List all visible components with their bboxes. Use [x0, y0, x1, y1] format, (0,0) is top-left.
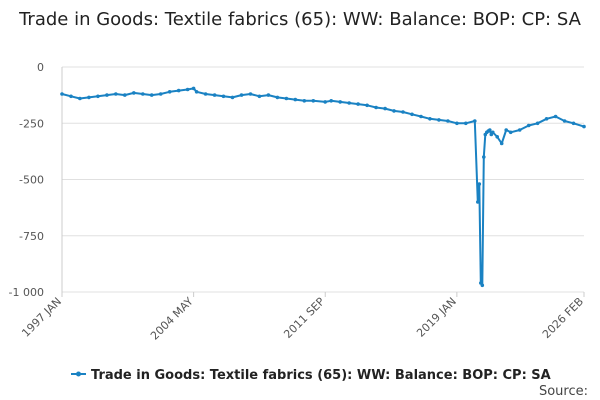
data-point	[338, 100, 343, 104]
data-point	[167, 90, 172, 94]
data-point	[499, 141, 504, 146]
data-point	[323, 100, 328, 104]
data-point	[266, 93, 271, 97]
y-tick-label: -500	[19, 174, 44, 187]
data-point	[419, 114, 423, 119]
data-point	[176, 88, 181, 93]
data-point	[480, 283, 485, 288]
data-point	[504, 128, 509, 132]
chart-title: Trade in Goods: Textile fabrics (65): WW…	[19, 9, 581, 30]
data-point	[221, 94, 226, 99]
data-point	[191, 86, 196, 91]
data-point	[212, 93, 217, 97]
data-point	[239, 93, 244, 97]
data-point	[105, 93, 109, 97]
data-point	[562, 119, 567, 123]
data-point	[257, 94, 262, 99]
data-point	[248, 92, 253, 96]
data-point	[476, 200, 480, 204]
x-tick-label: 2004 MAY	[148, 295, 196, 343]
x-tick-label: 2026 FEB	[540, 295, 586, 341]
source-label: Source:	[539, 384, 588, 399]
data-point	[553, 114, 558, 119]
grid-layer	[62, 66, 584, 293]
data-point	[392, 109, 396, 113]
data-point	[123, 93, 127, 97]
data-point	[517, 128, 522, 132]
y-tick-label: -750	[19, 230, 44, 243]
data-point	[401, 110, 405, 114]
data-point	[365, 103, 369, 108]
data-point	[544, 117, 549, 121]
data-point	[230, 95, 235, 100]
data-point	[114, 92, 118, 96]
data-point	[428, 117, 432, 121]
series-line	[61, 87, 585, 287]
data-point	[482, 155, 486, 159]
data-point	[455, 121, 459, 126]
y-tick-label: -1 000	[9, 286, 44, 299]
data-point	[194, 90, 199, 94]
data-point	[356, 102, 360, 106]
data-point	[87, 95, 91, 100]
data-point	[185, 87, 190, 92]
data-point	[446, 119, 450, 123]
data-point	[491, 130, 495, 135]
y-tick-label: -250	[19, 117, 44, 130]
data-point	[582, 124, 586, 129]
data-point	[526, 123, 531, 128]
data-point	[311, 99, 316, 103]
data-point	[374, 105, 378, 110]
data-point	[293, 97, 298, 102]
data-point	[275, 95, 280, 100]
series-layer	[60, 86, 586, 288]
data-point	[149, 93, 154, 97]
y-tick-label: 0	[37, 61, 44, 74]
data-point	[96, 94, 100, 99]
legend-entry-label: Trade in Goods: Textile fabrics (65): WW…	[91, 368, 551, 383]
data-point	[141, 92, 145, 96]
data-point	[60, 92, 64, 96]
x-tick-label: 2019 JAN	[414, 295, 459, 340]
data-point	[383, 106, 387, 111]
data-point	[508, 130, 513, 135]
data-point	[132, 91, 136, 95]
x-tick-label: 1997 JAN	[19, 295, 64, 340]
data-point	[473, 119, 477, 123]
legend: Trade in Goods: Textile fabrics (65): WW…	[71, 368, 551, 383]
data-point	[347, 101, 352, 105]
data-point	[203, 92, 208, 96]
data-point	[464, 121, 468, 126]
data-point	[488, 128, 492, 132]
legend-swatch-marker	[76, 371, 81, 377]
data-point	[495, 135, 500, 139]
data-point	[158, 92, 163, 96]
data-point	[437, 118, 441, 122]
data-point	[302, 99, 307, 103]
data-point	[535, 121, 540, 126]
data-point	[78, 96, 82, 101]
data-point	[571, 121, 576, 126]
data-point	[410, 112, 414, 117]
data-point	[284, 96, 289, 101]
x-tick-label: 2011 SEP	[281, 295, 327, 341]
data-point	[69, 94, 73, 99]
data-point	[477, 182, 482, 186]
data-point	[329, 99, 334, 103]
